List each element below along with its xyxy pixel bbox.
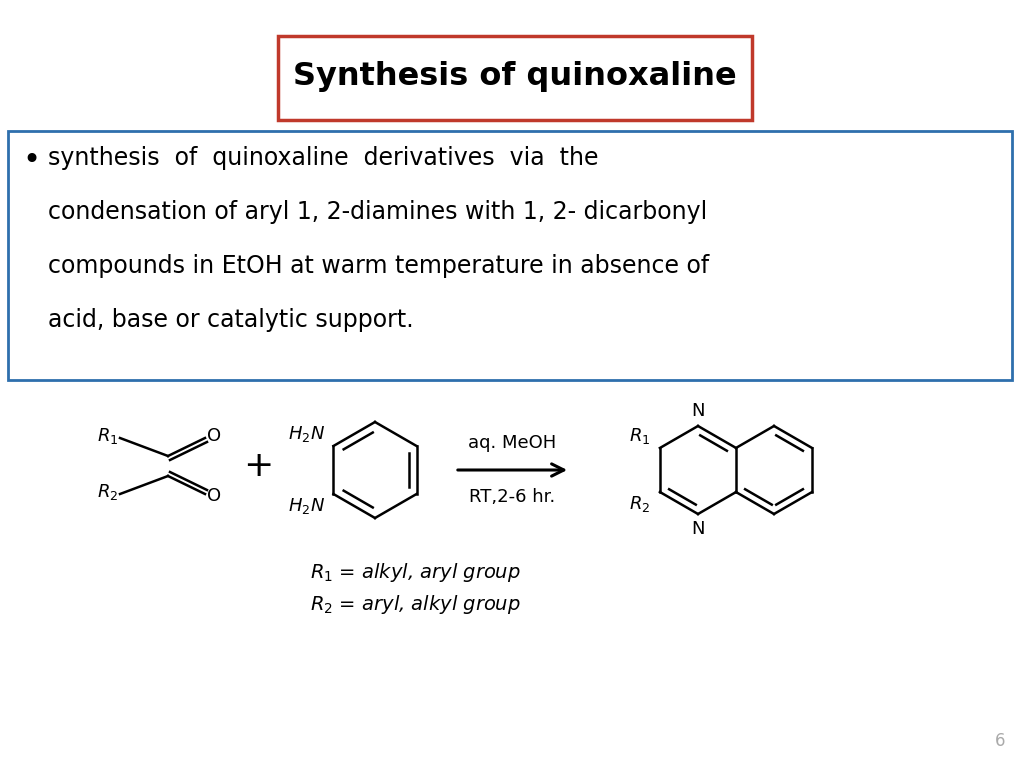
Text: O: O <box>207 427 221 445</box>
Text: acid, base or catalytic support.: acid, base or catalytic support. <box>48 308 414 332</box>
Text: aq. MeOH: aq. MeOH <box>468 434 557 452</box>
Text: N: N <box>691 520 705 538</box>
Text: $R_2$: $R_2$ <box>96 482 118 502</box>
Text: synthesis  of  quinoxaline  derivatives  via  the: synthesis of quinoxaline derivatives via… <box>48 146 598 170</box>
Text: $R_1$: $R_1$ <box>629 426 650 446</box>
Text: RT,2-6 hr.: RT,2-6 hr. <box>469 488 556 506</box>
Text: $R_1$: $R_1$ <box>96 426 118 446</box>
FancyBboxPatch shape <box>8 131 1012 380</box>
Text: condensation of aryl 1, 2-diamines with 1, 2- dicarbonyl: condensation of aryl 1, 2-diamines with … <box>48 200 708 224</box>
Text: $H_2N$: $H_2N$ <box>289 496 326 516</box>
Text: compounds in EtOH at warm temperature in absence of: compounds in EtOH at warm temperature in… <box>48 254 710 278</box>
Text: O: O <box>207 487 221 505</box>
Text: N: N <box>691 402 705 420</box>
Text: $R_2$: $R_2$ <box>629 494 650 514</box>
Text: •: • <box>22 146 40 175</box>
Text: $H_2N$: $H_2N$ <box>289 424 326 444</box>
Text: $R_2$ = aryl, alkyl group: $R_2$ = aryl, alkyl group <box>310 594 521 617</box>
Text: 6: 6 <box>994 732 1005 750</box>
Text: $R_1$ = alkyl, aryl group: $R_1$ = alkyl, aryl group <box>310 561 521 584</box>
FancyBboxPatch shape <box>278 36 752 120</box>
Text: +: + <box>243 449 273 483</box>
Text: Synthesis of quinoxaline: Synthesis of quinoxaline <box>293 61 737 91</box>
